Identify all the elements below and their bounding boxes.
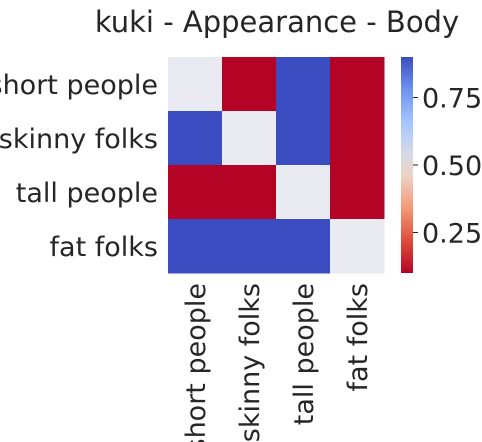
column-tick-label: short people: [181, 283, 212, 442]
heatmap-cell: [168, 111, 223, 166]
heatmap-cell: [222, 219, 277, 274]
row-tick-label: tall people: [16, 178, 158, 209]
heatmap-cell: [222, 111, 277, 166]
heatmap-cell: [330, 219, 385, 274]
heatmap-cell: [276, 111, 331, 166]
heatmap-cell: [222, 57, 277, 112]
column-tick-label: tall people: [289, 283, 320, 425]
heatmap-cell: [330, 165, 385, 220]
heatmap-cell: [276, 57, 331, 112]
row-tick-label: short people: [0, 70, 158, 101]
heatmap-cell: [276, 165, 331, 220]
heatmap-cell: [168, 165, 223, 220]
colorbar-tick-label: 0.25: [422, 219, 482, 250]
heatmap-cell: [168, 57, 223, 112]
heatmap-cell: [276, 219, 331, 274]
column-tick-label: skinny folks: [235, 283, 266, 442]
row-tick-label: fat folks: [50, 232, 158, 263]
row-tick-label: skinny folks: [0, 124, 158, 155]
heatmap-cell: [222, 165, 277, 220]
colorbar-tick-label: 0.75: [422, 84, 482, 115]
colorbar-ticks: 0.25 0.50 0.75: [413, 84, 482, 250]
chart-title: kuki - Appearance - Body: [95, 5, 459, 39]
row-labels: short people skinny folks tall people fat f…: [0, 70, 158, 263]
column-tick-label: fat folks: [343, 283, 374, 391]
column-labels: short people skinny folks tall people fat f…: [181, 283, 374, 442]
heatmap-cell: [330, 57, 385, 112]
heatmap-cell: [168, 219, 223, 274]
heatmap-cells: [168, 57, 385, 274]
heatmap-cell: [330, 111, 385, 166]
colorbar: [401, 57, 413, 273]
colorbar-tick-label: 0.50: [422, 151, 482, 182]
